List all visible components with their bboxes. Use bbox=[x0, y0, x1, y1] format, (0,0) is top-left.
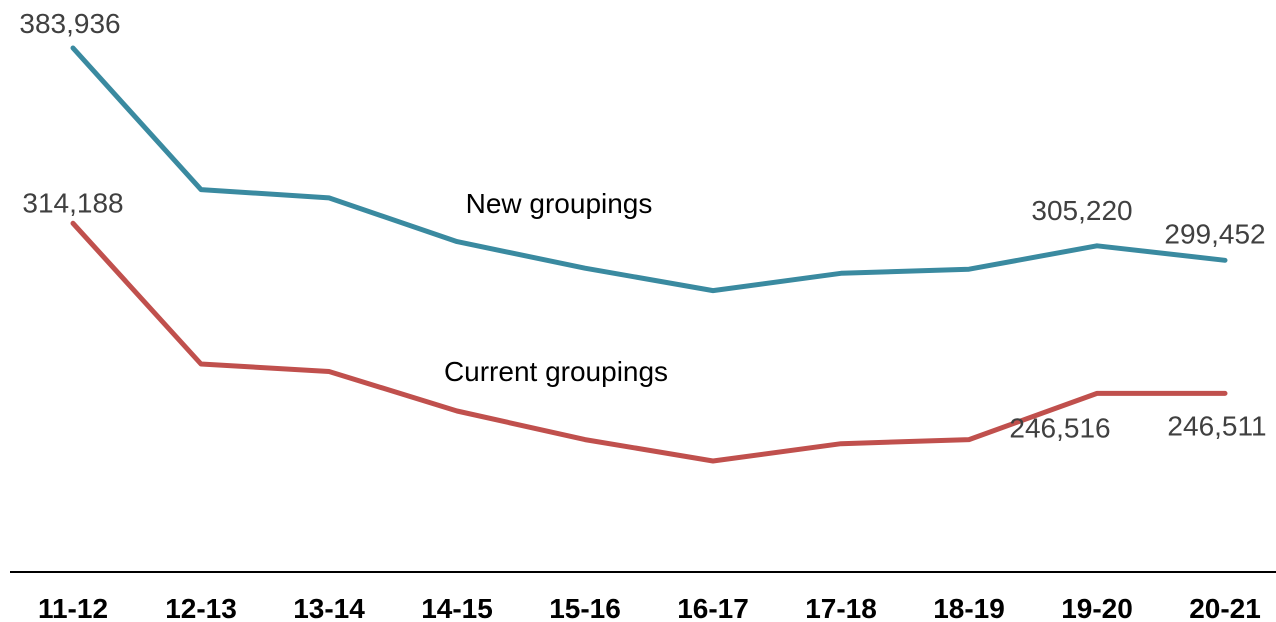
labels-layer: 383,936 305,220 299,452 314,188 246,516 246,5… bbox=[19, 8, 1266, 443]
data-label: 299,452 bbox=[1164, 218, 1265, 249]
series-layer bbox=[70, 45, 1228, 464]
series-line-current-groupings bbox=[70, 220, 1228, 464]
x-tick-label: 19-20 bbox=[1061, 593, 1133, 622]
series-line-new-groupings bbox=[70, 45, 1228, 294]
data-label: 314,188 bbox=[22, 187, 123, 218]
x-tick-label: 11-12 bbox=[38, 593, 108, 622]
x-tick-label: 13-14 bbox=[293, 593, 365, 622]
x-tick-label: 16-17 bbox=[677, 593, 749, 622]
x-tick-label: 14-15 bbox=[421, 593, 493, 622]
x-tick-label: 17-18 bbox=[805, 593, 877, 622]
x-tick-label: 20-21 bbox=[1189, 593, 1261, 622]
data-label: 383,936 bbox=[19, 8, 120, 39]
series-label-current-groupings: Current groupings bbox=[444, 356, 668, 387]
x-tick-label: 12-13 bbox=[165, 593, 237, 622]
series-label-new-groupings: New groupings bbox=[466, 188, 653, 219]
x-axis-ticks: 11-12 12-13 13-14 14-15 15-16 16-17 17-18 18-19… bbox=[38, 593, 1261, 622]
data-label: 246,511 bbox=[1167, 410, 1266, 441]
data-label: 246,516 bbox=[1009, 412, 1110, 443]
x-tick-label: 18-19 bbox=[933, 593, 1005, 622]
x-tick-label: 15-16 bbox=[549, 593, 621, 622]
data-label: 305,220 bbox=[1031, 195, 1132, 226]
